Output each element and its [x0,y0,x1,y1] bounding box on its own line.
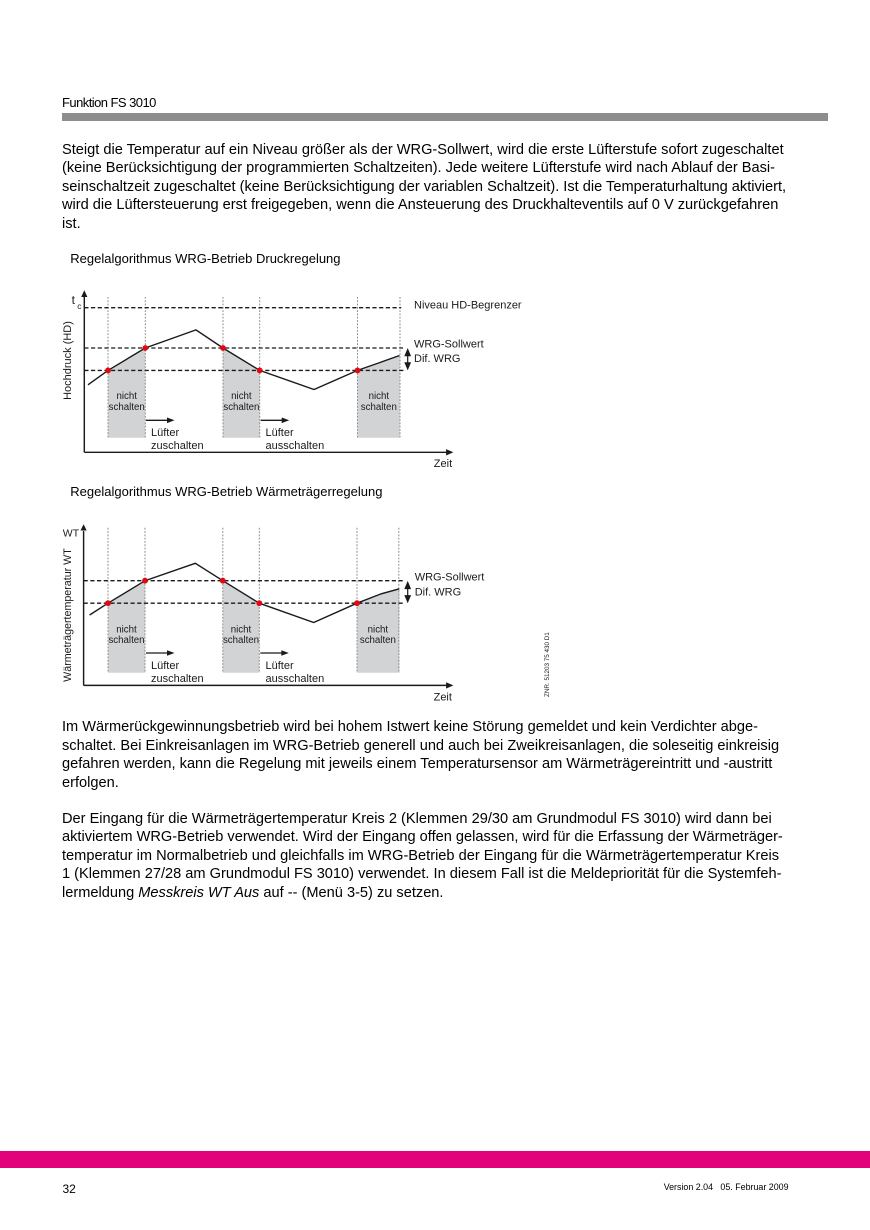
svg-text:nicht: nicht [231,391,252,402]
svg-text:schalten: schalten [108,635,144,646]
svg-text:Lüfter: Lüfter [266,660,294,672]
svg-text:Dif. WRG: Dif. WRG [414,353,460,365]
svg-text:nicht: nicht [369,391,390,402]
svg-text:nicht: nicht [368,625,389,636]
svg-text:schalten: schalten [223,402,259,413]
svg-text:schalten: schalten [361,402,397,413]
svg-text:Lüfter: Lüfter [151,660,179,672]
svg-text:WRG-Sollwert: WRG-Sollwert [414,338,484,350]
svg-text:WT: WT [63,528,80,540]
svg-text:schalten: schalten [109,402,145,413]
svg-text:nicht: nicht [116,391,137,402]
svg-text:schalten: schalten [360,635,396,646]
svg-text:Niveau HD-Begrenzer: Niveau HD-Begrenzer [414,299,522,311]
svg-text:nicht: nicht [231,625,252,636]
svg-text:ausschalten: ausschalten [266,673,325,685]
svg-text:c: c [77,301,82,311]
svg-text:Lüfter: Lüfter [151,427,179,439]
svg-text:nicht: nicht [116,625,137,636]
svg-text:ausschalten: ausschalten [266,440,325,452]
svg-text:Wärmeträgertemperatur WT: Wärmeträgertemperatur WT [62,548,74,682]
svg-text:ZNR. 51203 75 430 D1: ZNR. 51203 75 430 D1 [544,632,551,697]
svg-text:Dif. WRG: Dif. WRG [415,586,461,598]
svg-text:Lüfter: Lüfter [266,427,294,439]
svg-text:Hochdruck (HD): Hochdruck (HD) [62,321,74,400]
svg-text:Zeit: Zeit [434,691,452,703]
svg-text:WRG-Sollwert: WRG-Sollwert [415,572,485,584]
svg-text:zuschalten: zuschalten [151,440,204,452]
svg-text:schalten: schalten [223,635,259,646]
svg-text:Zeit: Zeit [434,458,452,470]
svg-text:zuschalten: zuschalten [151,673,204,685]
svg-text:t: t [72,293,76,307]
